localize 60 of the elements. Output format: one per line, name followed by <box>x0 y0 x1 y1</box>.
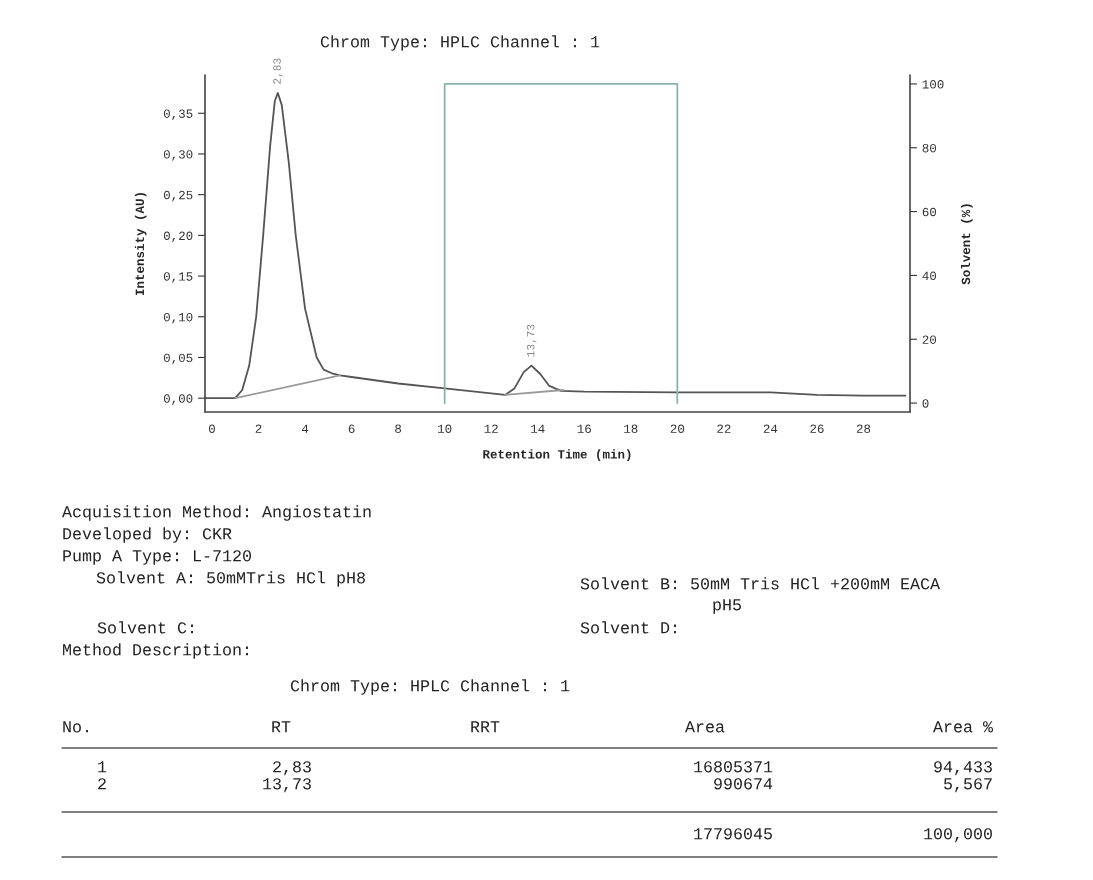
x-tick-label: 8 <box>395 424 402 433</box>
y-tick-label: 0,05 <box>163 353 193 365</box>
y2-tick-label: 80 <box>922 143 937 153</box>
text: RT <box>272 721 291 733</box>
y-tick-label: 0,30 <box>163 150 193 161</box>
text: 100,000 <box>924 828 992 843</box>
text: Solvent A: 50mMTris HCl pH8 <box>96 571 365 587</box>
y-tick-label: 0,20 <box>163 231 193 243</box>
y-tick-label: 0,15 <box>163 272 193 283</box>
text: Pump A Type: L-7120 <box>63 550 252 565</box>
text: 990674 <box>714 778 773 790</box>
y2-tick-label: 20 <box>922 335 937 344</box>
text: 1 <box>98 761 107 773</box>
text: 16805371 <box>694 761 773 773</box>
y-tick-label: 0,25 <box>163 190 193 202</box>
x-tick-label: 4 <box>301 424 309 433</box>
text: Solvent B: 50mM Tris HCl +200mM EACA <box>580 577 941 590</box>
text: No. <box>63 721 88 733</box>
x-tick-label: 28 <box>856 424 871 433</box>
x-tick-label: 10 <box>438 424 452 433</box>
text: Area <box>684 721 725 733</box>
x-tick-label: 14 <box>531 424 545 433</box>
annotation: 2,83 <box>273 58 283 84</box>
y2-axis-title: Solvent (%) <box>960 204 973 285</box>
x-tick-label: 20 <box>670 424 685 433</box>
text: pH5 <box>713 599 741 614</box>
y2-tick-label: 100 <box>922 80 944 89</box>
annotation: 13,73 <box>526 324 537 357</box>
x-tick-label: 0 <box>208 424 215 433</box>
text: 2 <box>98 778 106 790</box>
x-tick-label: 26 <box>810 424 824 433</box>
y2-tick-label: 0 <box>922 399 929 408</box>
text: Developed by: CKR <box>63 527 232 543</box>
text: Chrom Type: HPLC Channel : 1 <box>290 679 570 695</box>
text: RRT <box>471 721 500 733</box>
text: 17796045 <box>694 828 772 840</box>
text: 13,73 <box>263 778 311 793</box>
text: Method Description: <box>63 643 248 659</box>
text: 5,567 <box>944 778 992 793</box>
y2-tick-label: 40 <box>922 271 937 281</box>
x-tick-label: 12 <box>484 424 498 433</box>
text: 94,433 <box>934 761 992 776</box>
x-tick-label: 2 <box>255 424 262 433</box>
x-axis-title: Retention Time (min) <box>483 449 631 461</box>
y-axis-title: Intensity (AU) <box>134 193 147 296</box>
text: Acquisition Method: Angiostatin <box>62 505 371 521</box>
x-tick-label: 16 <box>577 424 591 433</box>
x-tick-label: 18 <box>624 424 638 433</box>
y-tick-label: 0,10 <box>163 312 193 324</box>
text: Solvent C: <box>97 621 193 634</box>
y2-tick-label: 60 <box>922 207 937 217</box>
text: Solvent D: <box>580 621 676 634</box>
y-tick-label: 0,00 <box>163 394 193 405</box>
x-tick-label: 24 <box>763 424 778 433</box>
text: Area % <box>932 721 993 733</box>
chart-title: Chrom Type: HPLC Channel : 1 <box>320 35 600 51</box>
x-tick-label: 6 <box>348 424 355 433</box>
x-tick-label: 22 <box>717 424 731 433</box>
text: 2,83 <box>273 761 311 776</box>
y-tick-label: 0,35 <box>163 109 193 120</box>
